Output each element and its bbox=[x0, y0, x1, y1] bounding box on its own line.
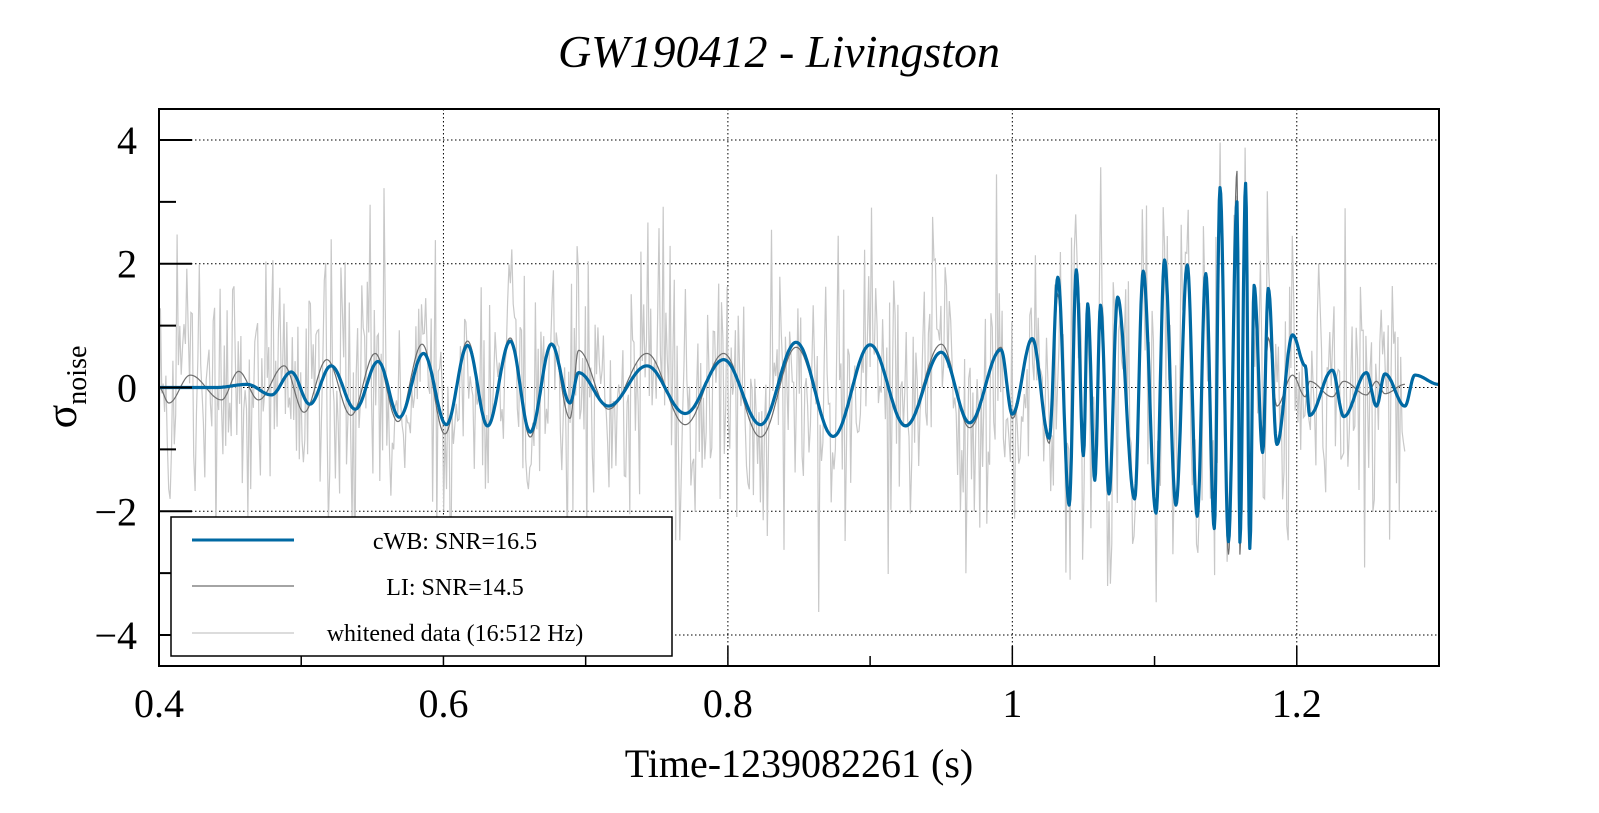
line-cwb bbox=[159, 181, 1439, 551]
legend-label-data: whitened data (16:512 Hz) bbox=[327, 621, 584, 647]
plot-frame bbox=[158, 108, 1440, 667]
x-tick-label: 1 bbox=[1002, 681, 1022, 726]
x-tick-label: 1.2 bbox=[1272, 681, 1322, 726]
legend: cWB: SNR=16.5 LI: SNR=14.5 whitened data… bbox=[170, 516, 673, 657]
legend-label-cwb: cWB: SNR=16.5 bbox=[373, 529, 537, 555]
y-axis-subscript: noise bbox=[62, 346, 93, 405]
y-axis-symbol: σ bbox=[37, 404, 86, 428]
x-tick-label: 0.6 bbox=[418, 681, 468, 726]
series-cwb bbox=[159, 181, 1439, 551]
chart-title: GW190412 - Livingston bbox=[558, 26, 1000, 77]
y-axis-title: σnoise bbox=[37, 346, 93, 429]
y-tick-labels: 4 2 0 −2 −4 bbox=[94, 118, 137, 658]
y-tick-label: 4 bbox=[117, 118, 137, 163]
legend-label-li: LI: SNR=14.5 bbox=[386, 575, 524, 601]
svg-text:σnoise: σnoise bbox=[37, 346, 93, 429]
x-tick-label: 0.4 bbox=[134, 681, 184, 726]
y-tick-label: −2 bbox=[94, 489, 137, 534]
y-tick-label: 2 bbox=[117, 242, 137, 287]
plot-area bbox=[159, 142, 1439, 613]
x-tick-labels: 0.4 0.6 0.8 1 1.2 bbox=[134, 681, 1322, 726]
x-axis-title: Time-1239082261 (s) bbox=[625, 741, 974, 786]
y-tick-label: 0 bbox=[117, 366, 137, 411]
line-whitened-data bbox=[159, 142, 1406, 613]
x-tick-label: 0.8 bbox=[703, 681, 753, 726]
series-whitened-data bbox=[159, 142, 1406, 613]
y-tick-label: −4 bbox=[94, 613, 137, 658]
